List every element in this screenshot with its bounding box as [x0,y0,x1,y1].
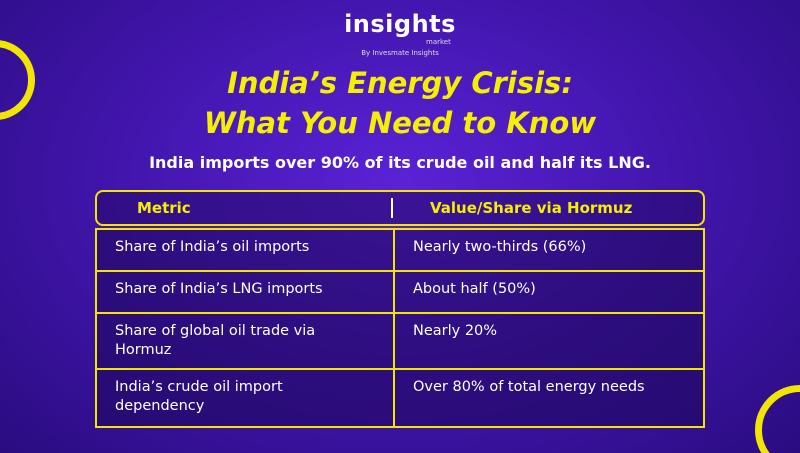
table-cell: About half (50%) [413,281,536,297]
title: India’s Energy Crisis: [227,66,573,100]
table-header: Metric Value/Share via Hormuz [95,190,705,226]
subtitle: India imports over 90% of its crude oil … [149,153,651,172]
table-row: Share of India’s oil imports Nearly two-t… [97,230,703,272]
column-header: Value/Share via Hormuz [430,199,633,217]
table-cell: Share of India’s LNG imports [115,281,323,297]
divider [391,198,393,218]
column-header: Metric [137,199,191,217]
table-cell: Nearly 20% [413,323,498,339]
logo-tagline: By Invesmate Insights [361,49,439,57]
logo-sub: market [426,38,451,46]
table-row: Share of India’s LNG imports About half (… [97,272,703,314]
decor-ring [755,385,800,453]
table-row: Share of global oil trade via Hormuz Near… [97,314,703,370]
table-cell: India’s crude oil import dependency [115,379,283,414]
table-cell: Share of global oil trade via Hormuz [115,323,316,358]
title: What You Need to Know [203,106,597,140]
table-cell: Over 80% of total energy needs [413,379,645,395]
table-body: Share of India’s oil imports Nearly two-t… [95,228,705,428]
logo: insights [344,10,456,38]
divider [393,230,395,426]
table-row: India’s crude oil import dependency Over … [97,370,703,426]
table-cell: Share of India’s oil imports [115,239,310,255]
table-cell: Nearly two-thirds (66%) [413,239,587,255]
